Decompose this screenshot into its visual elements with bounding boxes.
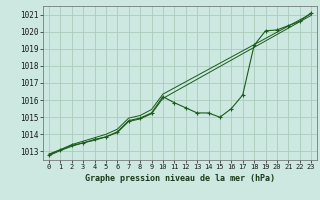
X-axis label: Graphe pression niveau de la mer (hPa): Graphe pression niveau de la mer (hPa) (85, 174, 275, 183)
